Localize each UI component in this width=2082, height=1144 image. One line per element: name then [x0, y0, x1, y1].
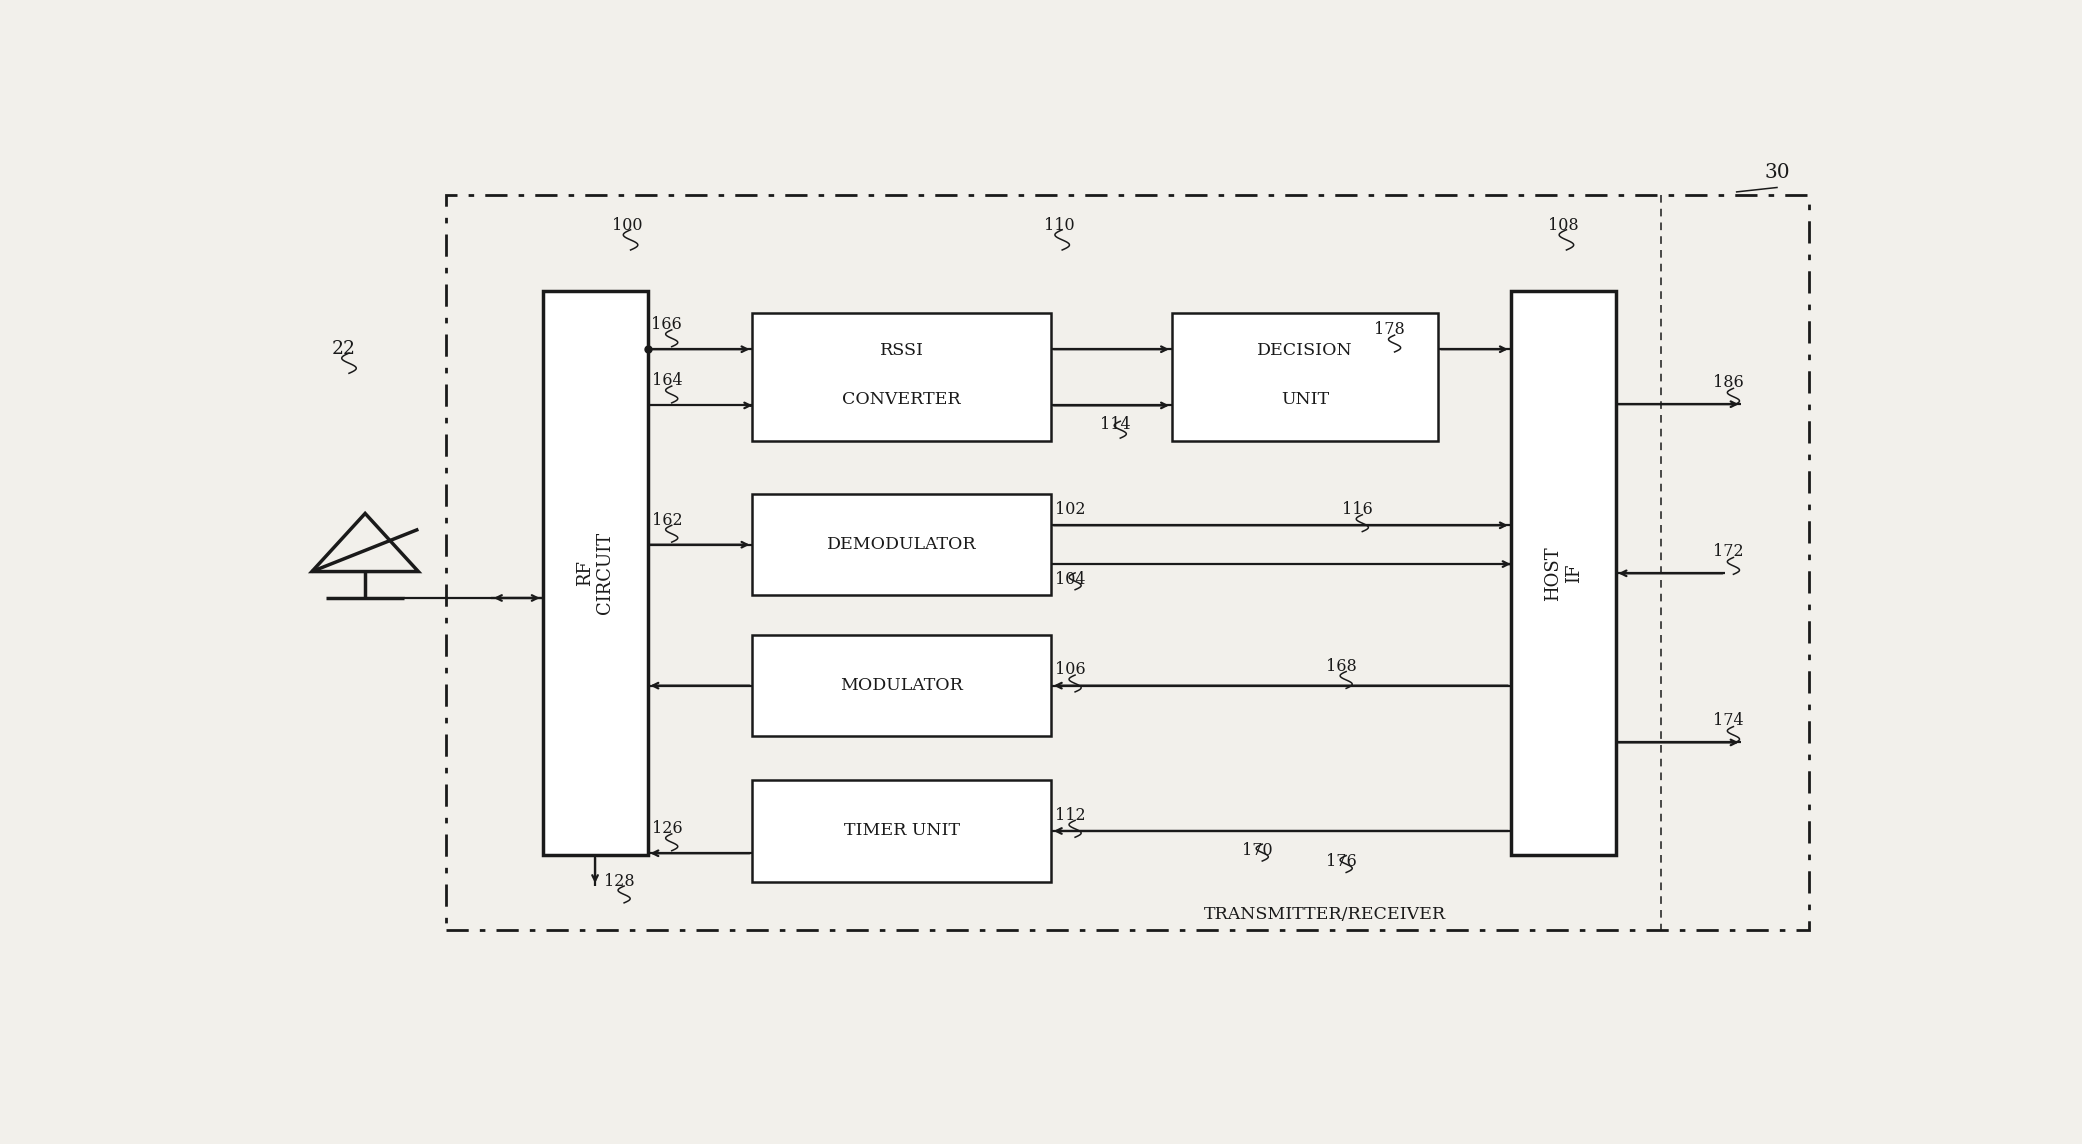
Bar	[543, 292, 648, 856]
Text: 22: 22	[333, 340, 356, 358]
Text: TIMER UNIT: TIMER UNIT	[843, 823, 960, 840]
Text: RF
CIRCUIT: RF CIRCUIT	[575, 532, 614, 614]
Bar	[752, 313, 1051, 442]
Text: 178: 178	[1374, 321, 1405, 339]
Bar	[752, 494, 1051, 595]
Bar	[752, 780, 1051, 882]
Text: 112: 112	[1056, 807, 1085, 824]
Text: 106: 106	[1056, 661, 1085, 678]
Text: 104: 104	[1056, 571, 1085, 588]
Text: 186: 186	[1713, 374, 1745, 390]
Text: 162: 162	[652, 511, 683, 529]
Text: 170: 170	[1243, 842, 1272, 859]
Text: 108: 108	[1547, 217, 1578, 233]
Text: MODULATOR: MODULATOR	[841, 677, 964, 694]
Text: 176: 176	[1326, 853, 1357, 871]
Bar	[1172, 313, 1439, 442]
Bar	[446, 194, 1809, 930]
Text: 114: 114	[1099, 416, 1131, 434]
Text: DEMODULATOR: DEMODULATOR	[827, 537, 976, 554]
Bar	[752, 635, 1051, 737]
Text: 30: 30	[1763, 162, 1791, 182]
Bar	[1512, 292, 1616, 856]
Text: 102: 102	[1056, 501, 1085, 518]
Text: 128: 128	[604, 873, 635, 890]
Text: 168: 168	[1326, 658, 1357, 675]
Text: 116: 116	[1343, 501, 1372, 518]
Text: TRANSMITTER/RECEIVER: TRANSMITTER/RECEIVER	[1203, 906, 1447, 923]
Text: UNIT: UNIT	[1280, 391, 1328, 408]
Text: 126: 126	[652, 820, 683, 837]
Text: HOST
IF: HOST IF	[1543, 546, 1582, 601]
Text: 164: 164	[652, 372, 683, 389]
Text: RSSI: RSSI	[879, 342, 924, 359]
Text: 166: 166	[652, 316, 683, 333]
Text: 174: 174	[1713, 712, 1745, 729]
Text: 100: 100	[612, 217, 643, 233]
Text: 110: 110	[1043, 217, 1074, 233]
Text: DECISION: DECISION	[1258, 342, 1353, 359]
Text: 172: 172	[1713, 542, 1745, 559]
Text: CONVERTER: CONVERTER	[843, 391, 962, 408]
